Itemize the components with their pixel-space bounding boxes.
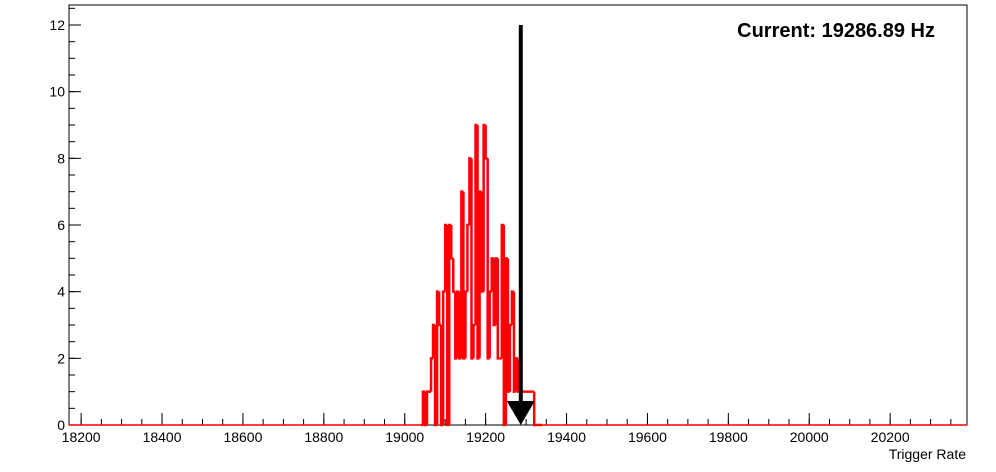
x-tick-label: 19000 bbox=[385, 429, 424, 445]
x-tick-label: 19600 bbox=[628, 429, 667, 445]
histogram-bin bbox=[488, 290, 492, 359]
y-tick-label: 12 bbox=[49, 17, 65, 33]
x-tick-label: 18800 bbox=[304, 429, 343, 445]
x-tick-label: 18200 bbox=[62, 429, 101, 445]
current-rate-marker bbox=[506, 25, 535, 425]
y-tick-label: 4 bbox=[57, 284, 65, 300]
histogram-bin bbox=[450, 225, 454, 260]
histogram-bin bbox=[504, 257, 508, 425]
histogram-bin bbox=[466, 223, 470, 292]
histogram-bin bbox=[490, 257, 494, 292]
histogram-bin bbox=[437, 291, 442, 327]
histogram-bin bbox=[506, 258, 510, 393]
histogram-bin bbox=[441, 290, 446, 425]
y-tick-labels: 0 2 4 6 8 10 12 bbox=[49, 17, 65, 433]
histogram-bin bbox=[429, 357, 434, 392]
histogram-bin bbox=[464, 290, 468, 359]
x-tick-label: 18400 bbox=[143, 429, 182, 445]
histogram-bin bbox=[472, 323, 476, 359]
x-axis-title: Trigger Rate bbox=[889, 446, 967, 462]
x-tick-label: 20200 bbox=[871, 429, 910, 445]
y-tick-label: 6 bbox=[57, 217, 65, 233]
histogram-bin bbox=[480, 191, 484, 293]
histogram-bin bbox=[452, 258, 456, 293]
x-tick-label: 18600 bbox=[223, 429, 262, 445]
histogram-bin bbox=[425, 390, 430, 425]
histogram-bin bbox=[514, 357, 518, 392]
histogram-bin bbox=[532, 391, 537, 427]
histogram-bin bbox=[508, 323, 512, 392]
x-tick-label: 19800 bbox=[709, 429, 748, 445]
histogram-bin bbox=[468, 157, 472, 225]
histogram-bin bbox=[484, 125, 488, 160]
major-ticks bbox=[69, 24, 891, 426]
x-tick-label: 19400 bbox=[547, 429, 586, 445]
marker-arrowhead bbox=[506, 401, 535, 425]
histogram-bin bbox=[512, 291, 516, 393]
current-rate-annotation: Current: 19286.89 Hz bbox=[737, 20, 935, 42]
histogram-series bbox=[69, 123, 967, 427]
histogram-bin bbox=[496, 258, 500, 360]
y-tick-label: 10 bbox=[49, 84, 65, 100]
x-tick-label: 20000 bbox=[790, 429, 829, 445]
x-tick-label: 19200 bbox=[466, 429, 505, 445]
y-tick-label: 2 bbox=[57, 350, 65, 366]
y-tick-label: 8 bbox=[57, 150, 65, 166]
y-tick-label: 0 bbox=[57, 417, 65, 433]
histogram-bin bbox=[494, 257, 498, 325]
plot-frame bbox=[68, 4, 968, 426]
x-tick-labels: 18200 18400 18600 18800 19000 19200 19400 19600… bbox=[62, 429, 910, 445]
